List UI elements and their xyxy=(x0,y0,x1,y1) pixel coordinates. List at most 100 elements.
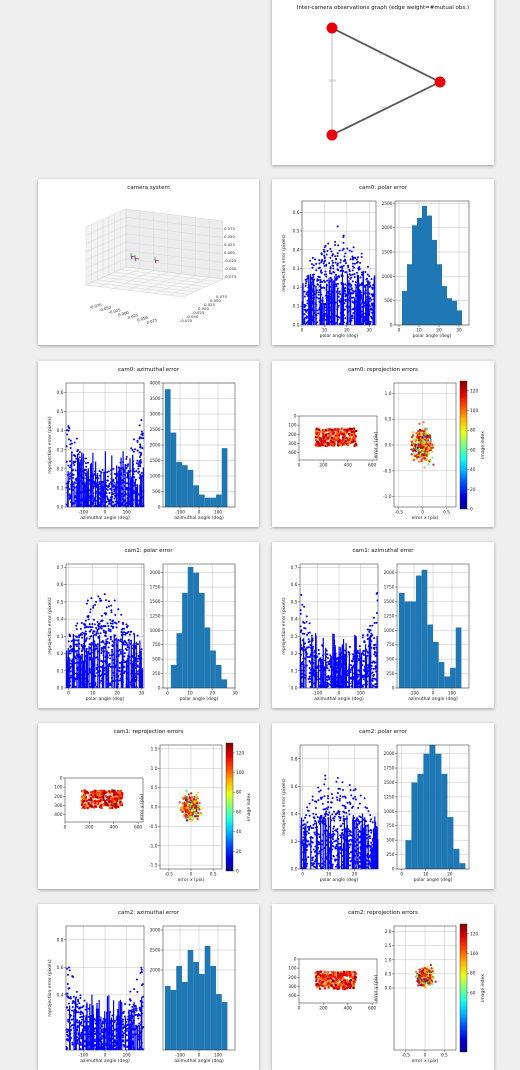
data-point xyxy=(79,451,81,453)
data-point xyxy=(324,246,326,248)
image-points xyxy=(315,427,358,447)
data-point xyxy=(85,640,87,642)
data-point xyxy=(344,290,346,292)
data-point xyxy=(304,628,306,630)
data-point xyxy=(303,313,305,315)
data-point xyxy=(371,286,373,288)
data-point xyxy=(91,626,93,628)
y-tick-label: 0.2 xyxy=(57,651,64,657)
error-point xyxy=(421,446,423,448)
data-point xyxy=(309,815,311,817)
y-axis-label: reprojection error (pixels) xyxy=(281,597,287,654)
data-point xyxy=(81,632,83,634)
data-point xyxy=(337,225,339,227)
error-point xyxy=(197,799,199,801)
histogram-bar xyxy=(437,264,442,325)
error-point xyxy=(192,802,194,804)
data-point xyxy=(118,621,120,623)
data-point xyxy=(336,285,338,287)
error-point xyxy=(412,438,414,440)
data-point xyxy=(350,258,352,260)
data-point xyxy=(76,650,78,652)
data-point xyxy=(75,635,77,637)
colorbar-tick-label: 80 xyxy=(236,790,242,796)
x-tick-label: 200 xyxy=(85,825,93,831)
data-point xyxy=(133,438,135,440)
data-point xyxy=(369,282,371,284)
image-point xyxy=(347,444,349,446)
data-point xyxy=(350,276,352,278)
data-point xyxy=(81,622,83,624)
data-point xyxy=(97,595,99,597)
image-points xyxy=(81,789,124,809)
data-point xyxy=(333,841,335,843)
data-point xyxy=(76,450,78,452)
data-point xyxy=(112,479,114,481)
data-point xyxy=(330,266,332,268)
data-point xyxy=(317,787,319,789)
data-point xyxy=(361,256,363,258)
data-point xyxy=(366,650,368,652)
data-point xyxy=(362,634,364,636)
data-point xyxy=(319,279,321,281)
data-point xyxy=(110,629,112,631)
data-point xyxy=(363,684,365,686)
colorbar-tick-label: 120 xyxy=(236,750,244,756)
error-point xyxy=(185,797,187,799)
histogram-bar xyxy=(188,470,194,507)
data-point xyxy=(323,249,325,251)
error-point xyxy=(425,448,427,450)
data-point xyxy=(73,474,75,476)
data-point xyxy=(99,470,101,472)
data-point xyxy=(318,653,320,655)
data-point xyxy=(360,816,362,818)
data-point xyxy=(67,465,69,467)
z-tick-label: 0.025 xyxy=(224,242,235,247)
data-point xyxy=(304,309,306,311)
data-point xyxy=(339,795,341,797)
data-point xyxy=(369,300,371,302)
data-point xyxy=(333,855,335,857)
x-tick-label: 0 xyxy=(421,510,424,516)
image-point xyxy=(84,794,86,796)
data-point xyxy=(369,308,371,310)
x-tick-label: 0 xyxy=(104,510,107,516)
z-tick-label: -0.025 xyxy=(224,258,237,263)
data-point xyxy=(313,264,315,266)
image-point xyxy=(316,432,318,434)
x-tick-label: 0.5 xyxy=(210,872,217,878)
image-point xyxy=(325,429,327,431)
data-point xyxy=(315,263,317,265)
data-point xyxy=(374,683,376,685)
colorbar-tick-label: 60 xyxy=(236,809,242,815)
image-point xyxy=(354,444,356,446)
data-point xyxy=(308,638,310,640)
histogram-bar xyxy=(205,627,211,688)
data-point xyxy=(365,278,367,280)
y-tick-label: 0.3 xyxy=(293,266,300,272)
y-tick-label: 0.4 xyxy=(57,428,64,434)
data-point xyxy=(368,629,370,631)
data-point xyxy=(138,463,140,465)
data-point xyxy=(374,622,376,624)
data-point xyxy=(318,259,320,261)
image-point xyxy=(83,806,85,808)
x-axis-label: azimuthal angle (deg) xyxy=(408,696,458,702)
data-point xyxy=(76,628,78,630)
data-point xyxy=(371,662,373,664)
data-point xyxy=(372,678,374,680)
data-point xyxy=(90,597,92,599)
error-point xyxy=(416,432,418,434)
y-tick-label: 0.3 xyxy=(57,447,64,453)
data-point xyxy=(313,866,315,868)
data-point xyxy=(342,796,344,798)
data-point xyxy=(306,302,308,304)
y-tick-label: 500 xyxy=(152,657,160,663)
image-point xyxy=(337,444,339,446)
image-point xyxy=(94,805,96,807)
data-point xyxy=(351,256,353,258)
data-point xyxy=(138,438,140,440)
x-tick-label: 30 xyxy=(367,328,373,334)
data-point xyxy=(101,650,103,652)
data-point xyxy=(352,280,354,282)
